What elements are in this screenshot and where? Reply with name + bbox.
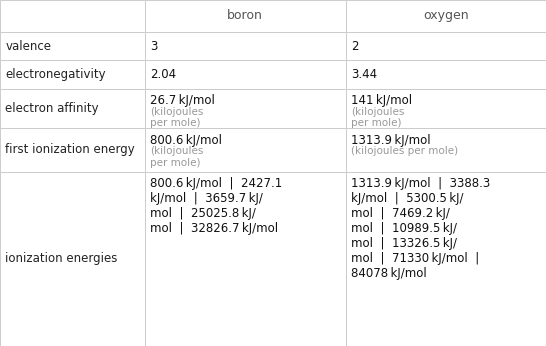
Text: electron affinity: electron affinity bbox=[5, 102, 99, 115]
Bar bbox=[0, 32, 145, 60]
Text: first ionization energy: first ionization energy bbox=[5, 144, 135, 156]
Bar bbox=[0, 0, 145, 32]
Text: (kilojoules
per mole): (kilojoules per mole) bbox=[150, 107, 204, 128]
Text: 1313.9 kJ/mol  |  3388.3
kJ/mol  |  5300.5 kJ/
mol  |  7469.2 kJ/
mol  |  10989.: 1313.9 kJ/mol | 3388.3 kJ/mol | 5300.5 k… bbox=[351, 177, 490, 280]
Text: ionization energies: ionization energies bbox=[5, 252, 118, 265]
Text: valence: valence bbox=[5, 39, 51, 53]
Bar bbox=[145, 32, 346, 60]
Text: oxygen: oxygen bbox=[423, 9, 468, 22]
Bar bbox=[145, 60, 346, 89]
Bar bbox=[346, 60, 546, 89]
Text: (kilojoules per mole): (kilojoules per mole) bbox=[351, 146, 458, 156]
Bar bbox=[0, 60, 145, 89]
Text: boron: boron bbox=[227, 9, 263, 22]
Text: (kilojoules
per mole): (kilojoules per mole) bbox=[150, 146, 204, 168]
Text: 2: 2 bbox=[351, 39, 359, 53]
Bar bbox=[145, 128, 346, 172]
Bar bbox=[346, 128, 546, 172]
Bar bbox=[346, 89, 546, 128]
Text: 3.44: 3.44 bbox=[351, 68, 377, 81]
Bar bbox=[0, 128, 145, 172]
Text: 141 kJ/mol: 141 kJ/mol bbox=[351, 94, 412, 107]
Bar bbox=[0, 89, 145, 128]
Text: 26.7 kJ/mol: 26.7 kJ/mol bbox=[150, 94, 215, 107]
Bar bbox=[0, 172, 145, 346]
Text: 1313.9 kJ/mol: 1313.9 kJ/mol bbox=[351, 134, 431, 147]
Text: 800.6 kJ/mol  |  2427.1
kJ/mol  |  3659.7 kJ/
mol  |  25025.8 kJ/
mol  |  32826.: 800.6 kJ/mol | 2427.1 kJ/mol | 3659.7 kJ… bbox=[150, 177, 282, 235]
Text: (kilojoules
per mole): (kilojoules per mole) bbox=[351, 107, 405, 128]
Text: electronegativity: electronegativity bbox=[5, 68, 106, 81]
Bar bbox=[346, 0, 546, 32]
Text: 2.04: 2.04 bbox=[150, 68, 176, 81]
Bar bbox=[145, 89, 346, 128]
Bar bbox=[145, 172, 346, 346]
Text: 3: 3 bbox=[150, 39, 158, 53]
Bar bbox=[346, 172, 546, 346]
Text: 800.6 kJ/mol: 800.6 kJ/mol bbox=[150, 134, 222, 147]
Bar bbox=[346, 32, 546, 60]
Bar bbox=[145, 0, 346, 32]
